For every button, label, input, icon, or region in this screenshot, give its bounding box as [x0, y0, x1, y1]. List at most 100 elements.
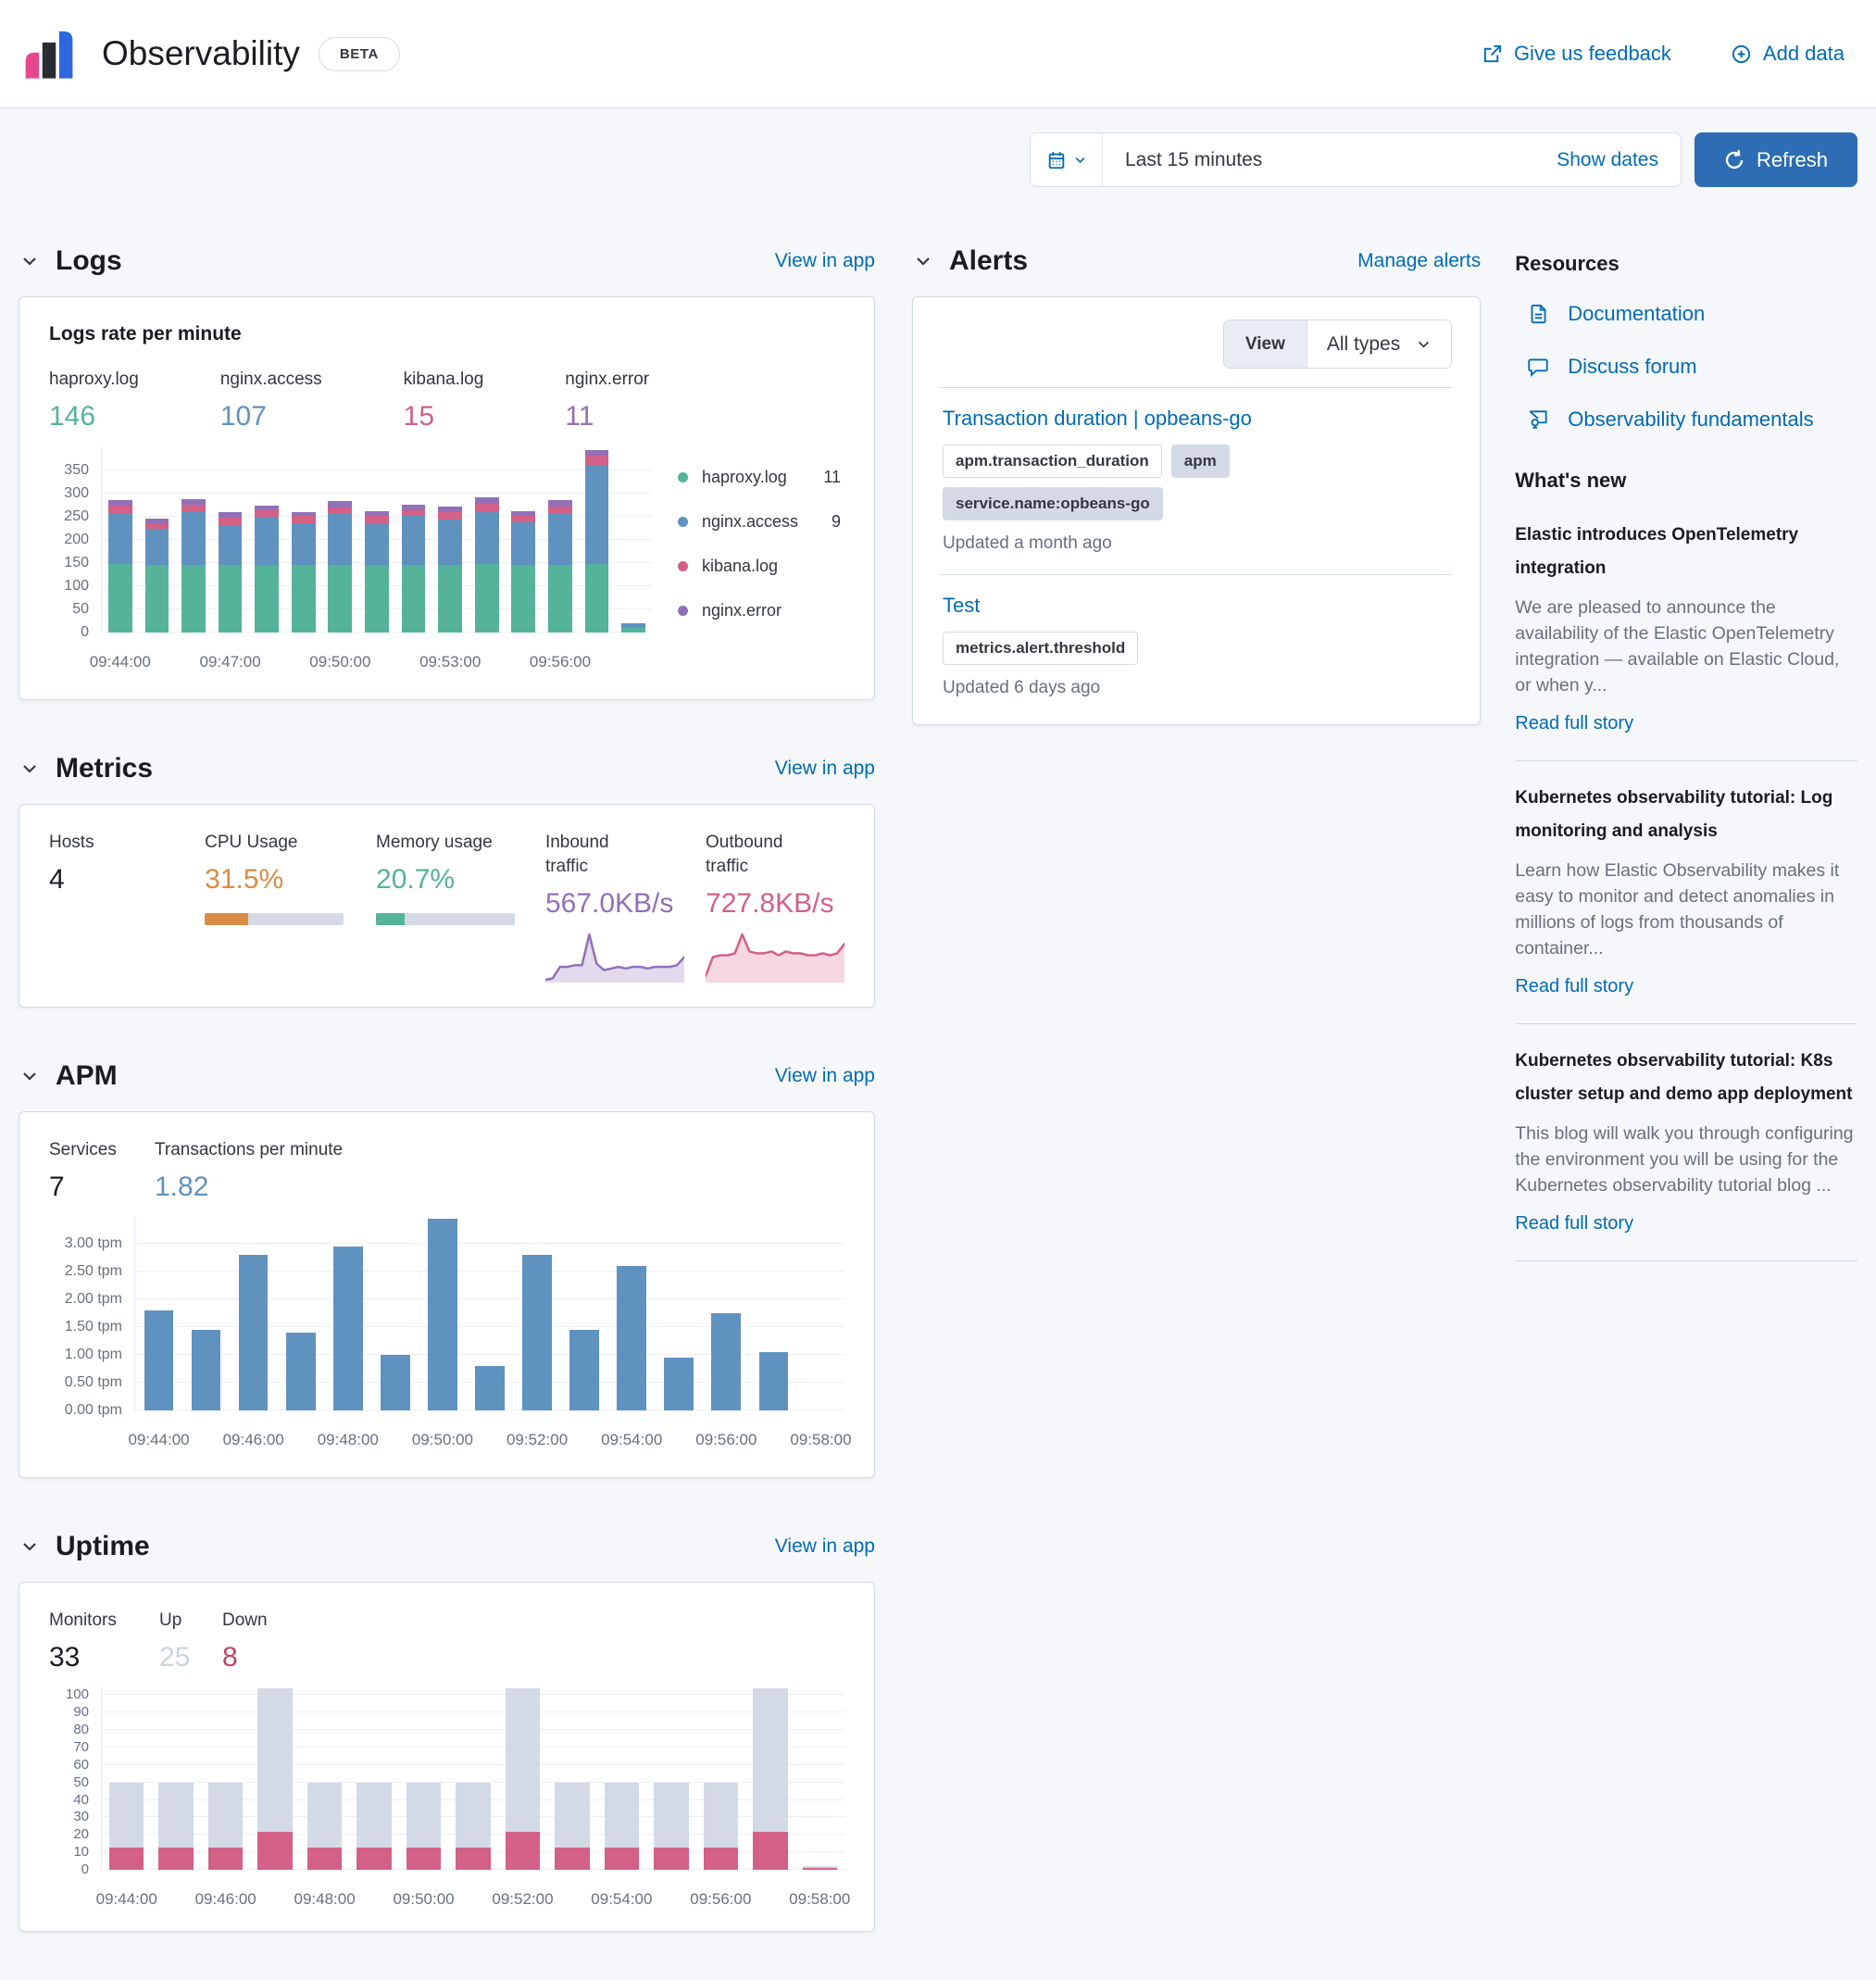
y-axis-label: 100: [65, 1686, 89, 1703]
x-axis-label: 09:50:00: [411, 1431, 474, 1448]
read-full-story-link[interactable]: Read full story: [1515, 1213, 1634, 1234]
time-range-value[interactable]: Last 15 minutes: [1125, 148, 1263, 170]
y-axis-label: 1.50 tpm: [64, 1319, 122, 1335]
y-axis-label: 20: [73, 1826, 89, 1843]
apm-section-title: APM: [56, 1060, 118, 1091]
bar: [207, 1782, 244, 1870]
read-full-story-link[interactable]: Read full story: [1515, 713, 1634, 733]
stat-value: 4: [49, 864, 65, 895]
resource-link-label: Documentation: [1568, 302, 1706, 325]
collapse-alerts-icon[interactable]: [912, 250, 934, 272]
legend-item[interactable]: kibana.log: [678, 557, 841, 576]
alert-badge: service.name:opbeans-go: [943, 487, 1163, 520]
bar-segment: [584, 564, 609, 633]
bar-segment: [238, 1255, 269, 1410]
alert-badge: metrics.alert.threshold: [943, 632, 1139, 665]
legend-item[interactable]: nginx.error: [678, 601, 841, 620]
bar-segment: [332, 1247, 363, 1410]
discuss-icon: [1526, 355, 1550, 379]
stat-label: Hosts: [49, 833, 94, 852]
bar-segment: [107, 500, 132, 506]
collapse-metrics-icon[interactable]: [19, 758, 41, 780]
bar: [654, 1782, 689, 1870]
show-dates-link[interactable]: Show dates: [1557, 148, 1658, 170]
legend-item[interactable]: nginx.access 9: [678, 512, 841, 532]
bar-segment: [356, 1847, 392, 1870]
bar-segment: [438, 507, 462, 512]
resource-link-label: Observability fundamentals: [1568, 407, 1814, 431]
resource-link[interactable]: Discuss forum: [1515, 355, 1857, 379]
news-post: Elastic introduces OpenTelemetry integra…: [1515, 498, 1857, 761]
legend-label: nginx.access: [702, 512, 799, 531]
legend-item[interactable]: haproxy.log 11: [678, 468, 841, 487]
bar-segment: [584, 449, 609, 456]
resources-title: Resources: [1515, 252, 1620, 275]
resource-link[interactable]: Documentation: [1515, 302, 1857, 326]
bar-segment: [144, 519, 169, 523]
give-feedback-link[interactable]: Give us feedback: [1482, 42, 1671, 66]
stat: Down 8: [222, 1609, 268, 1675]
bar-segment: [753, 1687, 788, 1832]
alert-type-dropdown[interactable]: All types: [1306, 320, 1452, 368]
uptime-view-in-app-link[interactable]: View in app: [774, 1535, 875, 1557]
bar-segment: [218, 512, 243, 518]
collapse-uptime-icon[interactable]: [19, 1535, 41, 1558]
logs-card-title: Logs rate per minute: [49, 323, 242, 345]
observability-logo-icon: [25, 31, 73, 79]
bar: [191, 1330, 221, 1410]
alert-type-value: All types: [1326, 332, 1401, 355]
stat-label: Services: [49, 1140, 117, 1159]
stat-value: 20.7%: [376, 864, 456, 895]
bar-segment: [144, 565, 169, 633]
bar: [381, 1355, 410, 1410]
stat: kibana.log 15: [404, 368, 484, 434]
stat-value: 7: [49, 1172, 65, 1202]
y-axis-label: 0.50 tpm: [64, 1374, 122, 1390]
x-axis-label: 09:50:00: [393, 1890, 455, 1908]
bar-segment: [438, 512, 462, 520]
bar-segment: [191, 1330, 221, 1410]
stat-value: 146: [49, 401, 96, 432]
bar-segment: [474, 511, 499, 564]
bar-segment: [365, 564, 389, 633]
logs-view-in-app-link[interactable]: View in app: [774, 250, 875, 271]
uptime-card: Monitors 33 Up 25 Down 8 0 10 20 30 40 50 60 70 80 90 1…: [19, 1582, 875, 1932]
collapse-apm-icon[interactable]: [19, 1065, 41, 1087]
refresh-button[interactable]: Refresh: [1695, 132, 1857, 187]
bar-segment: [158, 1847, 194, 1870]
gridline: [102, 1694, 844, 1696]
alerts-section-title: Alerts: [949, 245, 1029, 276]
bar-segment: [569, 1330, 599, 1410]
bar: [753, 1687, 788, 1870]
calendar-menu-button[interactable]: [1031, 133, 1103, 186]
bar: [569, 1330, 599, 1410]
progress-bar-fill: [376, 913, 406, 925]
x-axis-label: 09:46:00: [194, 1890, 256, 1908]
x-axis-label: 09:44:00: [95, 1890, 157, 1908]
collapse-logs-icon[interactable]: [19, 250, 41, 272]
metrics-view-in-app-link[interactable]: View in app: [774, 758, 875, 779]
alert-title-link[interactable]: Test: [943, 594, 981, 617]
resource-link[interactable]: Observability fundamentals: [1515, 407, 1857, 432]
bar-segment: [107, 564, 132, 633]
apm-view-in-app-link[interactable]: View in app: [774, 1065, 875, 1086]
alerts-type-filter: View All types: [1222, 320, 1453, 369]
read-full-story-link[interactable]: Read full story: [1515, 976, 1634, 996]
bar-segment: [107, 514, 132, 564]
metrics-section-title: Metrics: [56, 753, 154, 783]
bar-segment: [401, 564, 426, 633]
y-axis-label: 300: [64, 485, 89, 501]
chevron-down-icon: [1075, 157, 1084, 164]
bar: [181, 499, 206, 633]
x-axis-label: 09:48:00: [317, 1431, 379, 1448]
alert-title-link[interactable]: Transaction duration | opbeans-go: [943, 407, 1252, 430]
manage-alerts-link[interactable]: Manage alerts: [1357, 250, 1482, 271]
bar-segment: [474, 497, 499, 504]
external-link-icon: [1483, 44, 1502, 62]
bar-segment: [255, 517, 280, 566]
gridline: [135, 1298, 844, 1299]
add-data-link[interactable]: Add data: [1731, 42, 1845, 66]
bar-segment: [758, 1352, 789, 1410]
bar-segment: [621, 623, 645, 628]
bar-segment: [548, 514, 572, 565]
